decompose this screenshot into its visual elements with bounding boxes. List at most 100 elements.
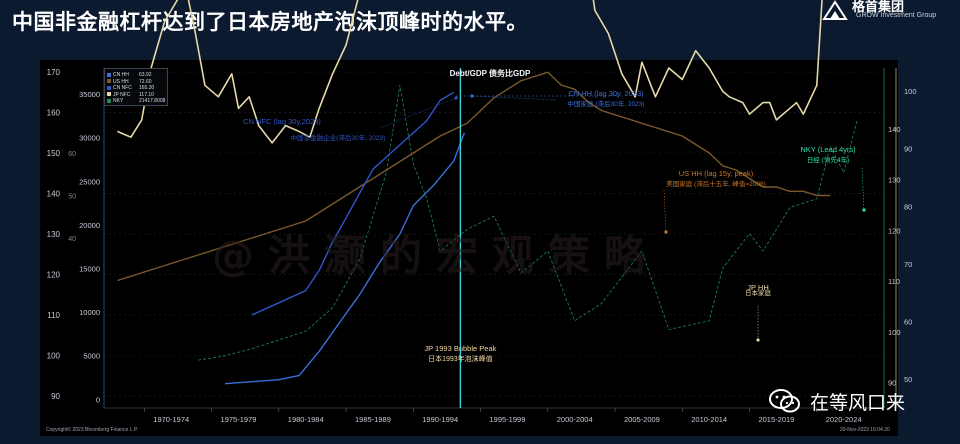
legend-item: US HH 72.60 xyxy=(107,79,165,85)
chart-title: Debt/GDP 债务比GDP xyxy=(450,68,531,78)
series-line-cn-hh xyxy=(224,132,466,385)
x-tick-label: 2015-2019 xyxy=(758,415,794,424)
annotation-layer: Debt/GDP 债务比GDP CN NFC (lag 30y,2023) 中国非金… xyxy=(243,68,866,342)
y-tick-label: 170 xyxy=(47,68,61,77)
y-tick-label: 140 xyxy=(47,189,61,198)
y-tick-label: 50 xyxy=(68,194,76,201)
annotation-leader xyxy=(471,95,557,101)
y-tick-label: 25000 xyxy=(79,177,100,186)
x-tick-label: 1975-1979 xyxy=(221,415,257,424)
watermark: @洪灏的宏观策略 xyxy=(212,231,661,280)
chart-legend: CN HH 63.92 US HH 72.60 CN NFC 165.30 JP NFC 11… xyxy=(104,68,168,106)
y-tick-label: 40 xyxy=(68,236,76,243)
x-tick-label: 1970-1974 xyxy=(153,415,189,424)
y-tick-label: 70 xyxy=(904,260,912,269)
wechat-account-name: 在等风口来 xyxy=(810,392,906,414)
legend-label: JP NFC xyxy=(113,91,131,98)
y-tick-label: 130 xyxy=(47,230,61,239)
legend-value: 117.10 xyxy=(139,91,154,98)
y-tick-label: 60 xyxy=(904,318,912,327)
series-line-us-hh xyxy=(117,71,831,282)
annotation-label: CN NFC (lag 30y,2023) xyxy=(243,117,321,126)
grid xyxy=(104,71,884,397)
x-tick-label: 1985-1989 xyxy=(355,415,391,424)
y-tick-label: 90 xyxy=(888,379,896,388)
y-tick-label: 100 xyxy=(904,87,917,96)
logo-text-en: GROW Investment Group xyxy=(856,12,937,19)
logo-text-cn: 格首集团 xyxy=(852,0,905,15)
y-tick-label: 0 xyxy=(96,395,100,404)
legend-swatch xyxy=(107,85,111,90)
legend-swatch xyxy=(107,92,111,97)
legend-swatch xyxy=(107,98,111,103)
axes: 90 100 110 120 130 140 150 160 170 0 5000 10000 1500… xyxy=(47,68,917,424)
y-tick-label: 90 xyxy=(51,392,60,401)
y-tick-label: 90 xyxy=(904,145,912,154)
y-tick-label: 35000 xyxy=(79,90,100,99)
page-title: 中国非金融杠杆达到了日本房地产泡沫顶峰时的水平。 xyxy=(12,10,528,34)
x-tick-label: 1980-1984 xyxy=(288,415,324,424)
annotation-label-cn: 日经 (领先4年) xyxy=(807,155,849,164)
legend-label: US HH xyxy=(113,78,129,85)
annotation-point xyxy=(756,338,760,342)
annotation-leader xyxy=(379,97,457,129)
y-tick-label: 160 xyxy=(47,109,61,118)
legend-label: CN NFC xyxy=(113,85,132,91)
legend-value: 72.60 xyxy=(139,78,152,85)
y-tick-label: 80 xyxy=(904,202,912,211)
bubble-peak-label: JP 1993 Bubble Peak xyxy=(424,344,496,353)
legend-value: 21417.8008 xyxy=(139,98,166,104)
y-tick-label: 15000 xyxy=(79,265,100,274)
y-tick-label: 140 xyxy=(888,125,901,134)
annotation-leader xyxy=(861,167,865,211)
series-layer xyxy=(117,0,858,385)
bubble-peak-label-cn: 日本1993年泡沫峰值 xyxy=(428,354,493,363)
legend-swatch xyxy=(107,79,111,84)
y-tick-label: 10000 xyxy=(79,308,100,317)
y-tick-label: 120 xyxy=(888,226,901,235)
copyright: Copyright© 2023 Bloomberg Finance L.P. xyxy=(46,427,138,433)
y-tick-label: 50 xyxy=(904,375,912,384)
logo-icon xyxy=(822,0,848,20)
logo: 格首集团 GROW Investment Group xyxy=(818,0,960,22)
wechat-icon xyxy=(769,389,800,413)
legend-swatch xyxy=(107,72,111,77)
annotation-label-cn: 美国家庭 (滞后十五年, 峰值=2008) xyxy=(666,179,766,188)
series-line-cn-nfc xyxy=(251,91,455,316)
series-line-jp-nfc xyxy=(117,0,823,144)
x-tick-label: 2020-2024 xyxy=(826,415,862,424)
annotation-leader xyxy=(663,189,667,233)
annotation-point xyxy=(862,208,866,212)
x-tick-label: 1995-1999 xyxy=(490,415,526,424)
y-tick-label: 120 xyxy=(47,270,61,279)
annotation-label: US HH (lag 15y, peak) xyxy=(679,169,754,178)
legend-value: 165.30 xyxy=(139,85,155,91)
y-tick-label: 110 xyxy=(888,277,900,286)
y-tick-label: 60 xyxy=(68,151,76,158)
annotation-label-cn: 中国家庭 (滞后30年, 2023) xyxy=(568,99,645,108)
legend-value: 63.92 xyxy=(139,72,152,78)
y-tick-label: 5000 xyxy=(83,352,100,361)
legend-item: NKY 21417.8008 xyxy=(107,98,165,104)
legend-item: CN NFC 165.30 xyxy=(107,85,165,91)
y-tick-label: 100 xyxy=(888,328,901,337)
annotation-label: CN HH (lag 30y, 2023) xyxy=(568,89,644,98)
annotation-point xyxy=(454,96,458,100)
y-tick-label: 20000 xyxy=(79,221,100,230)
x-tick-label: 2000-2004 xyxy=(557,415,593,424)
x-tick-label: 1990-1994 xyxy=(422,415,458,424)
annotation-label: JP HH xyxy=(747,283,769,292)
y-tick-label: 110 xyxy=(47,311,60,320)
legend-item: JP NFC 117.10 xyxy=(107,92,165,98)
x-tick-label: 2010-2014 xyxy=(691,415,727,424)
chart-area xyxy=(40,60,898,436)
timestamp: 29-Nov-2023 16:04:20 xyxy=(840,427,890,433)
wechat-badge[interactable]: 在等风口来 xyxy=(768,384,958,418)
annotation-label-cn: 中国非金融企业(滞后30年, 2023) xyxy=(291,133,386,142)
y-tick-label: 100 xyxy=(47,351,61,360)
y-tick-label: 130 xyxy=(888,176,901,185)
annotation-point xyxy=(664,230,668,234)
